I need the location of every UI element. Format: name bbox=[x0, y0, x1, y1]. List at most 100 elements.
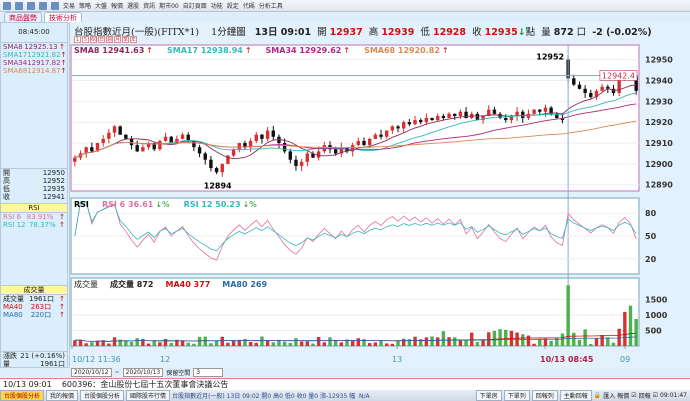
date-to[interactable]: 2020/10/13 bbox=[122, 368, 164, 377]
volume-bar bbox=[572, 332, 576, 346]
candle bbox=[186, 134, 190, 141]
period-button[interactable]: 5 bbox=[82, 36, 89, 43]
volume-bar bbox=[299, 341, 304, 346]
news-ticker[interactable]: 10/13 09:01 600396：金山股份七屆十五次董事會決議公告 bbox=[0, 378, 690, 390]
volume-bar bbox=[248, 341, 253, 346]
menu-item[interactable]: 選股 bbox=[127, 3, 140, 10]
volume-bar bbox=[555, 338, 559, 346]
period-button[interactable]: 1 bbox=[74, 36, 81, 43]
menu-item[interactable]: 功能 bbox=[210, 3, 223, 10]
menu-item[interactable]: 資訊 bbox=[143, 3, 156, 10]
quote-toggle[interactable]: 報價 bbox=[617, 393, 630, 400]
menu-item[interactable]: 設定 bbox=[226, 3, 239, 10]
period-button[interactable]: 日 bbox=[98, 36, 105, 43]
date-from[interactable]: 2020/10/12 bbox=[71, 368, 112, 377]
x-label: 12 bbox=[160, 355, 170, 364]
menu-item[interactable]: 自訂頁面 bbox=[182, 3, 207, 10]
arrow-up-icon: ↑ bbox=[59, 311, 65, 319]
volume-bar bbox=[277, 339, 281, 346]
tab-market[interactable]: 商品盤勢 bbox=[4, 12, 42, 22]
period-button[interactable]: 季 bbox=[122, 36, 129, 43]
volume-bar bbox=[419, 339, 423, 346]
volume-bar bbox=[158, 342, 162, 346]
price-pane[interactable] bbox=[70, 44, 640, 192]
period-button[interactable]: 週 bbox=[106, 36, 113, 43]
menu-item[interactable]: 報價 bbox=[111, 3, 124, 10]
volume-bar bbox=[436, 337, 440, 346]
candle bbox=[407, 122, 412, 125]
toolbar-icon[interactable] bbox=[27, 1, 35, 10]
arrow-up-icon: ↑ bbox=[146, 46, 153, 55]
volume-bar bbox=[566, 285, 570, 346]
lock-icon[interactable]: 🔒 bbox=[593, 392, 602, 399]
volume-pane[interactable] bbox=[70, 277, 640, 347]
bottom-tab-0[interactable]: 台股個股分析 bbox=[0, 390, 45, 401]
crosshair-price-box bbox=[599, 70, 638, 81]
toolbar-icon[interactable] bbox=[51, 1, 59, 10]
candle bbox=[237, 143, 241, 150]
volume-bar bbox=[521, 334, 525, 346]
checkbox-icon[interactable]: ☑ bbox=[652, 392, 659, 399]
order-list-button[interactable]: 下單列 bbox=[503, 390, 530, 401]
info-row: MA80 220口 ↑ bbox=[3, 311, 65, 319]
candle bbox=[180, 134, 185, 139]
checkbox-icon[interactable]: ☑ bbox=[631, 392, 637, 399]
candle bbox=[282, 143, 287, 152]
volume-bar bbox=[362, 339, 366, 346]
candle bbox=[419, 120, 423, 123]
volume-legend: 成交量 872 bbox=[110, 279, 153, 289]
bottom-tab-2[interactable]: 台股個股分析 bbox=[80, 390, 125, 401]
arrow-up-icon: ↑ bbox=[60, 67, 67, 75]
menu-item[interactable]: 交易 bbox=[63, 3, 76, 10]
volume-bar bbox=[84, 343, 88, 346]
volume-legend: MA80 269 bbox=[222, 280, 267, 289]
candle bbox=[299, 161, 304, 166]
candle bbox=[141, 147, 145, 152]
candle bbox=[464, 111, 468, 118]
menu-item[interactable]: 期市00 bbox=[159, 3, 179, 10]
menu-item[interactable]: 策略 bbox=[79, 3, 92, 10]
candle bbox=[356, 140, 361, 146]
candle bbox=[606, 86, 610, 89]
keep-space-input[interactable]: 3 bbox=[193, 368, 224, 377]
toolbar-icon[interactable] bbox=[15, 1, 23, 10]
volume-bar bbox=[600, 335, 604, 346]
candle bbox=[277, 136, 281, 144]
period-button[interactable]: 60 bbox=[90, 36, 98, 43]
period-button[interactable]: 年 bbox=[130, 36, 137, 43]
tab-bar: 商品盤勢 技術分析 bbox=[0, 12, 690, 22]
info-row: SMA17 12921.82 ↑ bbox=[3, 51, 67, 59]
volume-header: 成交量 bbox=[1, 285, 67, 295]
order-room-button[interactable]: 下單房 bbox=[475, 390, 502, 401]
candle bbox=[305, 153, 310, 162]
menu-item[interactable]: 大盤 bbox=[95, 3, 108, 10]
report-list-button[interactable]: 回報列 bbox=[531, 390, 558, 401]
period-button[interactable]: 月 bbox=[114, 36, 121, 43]
rsi-legend: RSI 12 50.23 bbox=[184, 200, 241, 209]
volume-bar bbox=[538, 339, 542, 346]
candle bbox=[350, 145, 355, 152]
menu-item[interactable]: 代碼 bbox=[242, 3, 255, 10]
candle bbox=[600, 86, 604, 91]
report-toggle[interactable]: 回報 bbox=[638, 393, 651, 400]
toolbar-icon[interactable] bbox=[3, 1, 11, 10]
arrow-up-icon: ↑ bbox=[59, 221, 65, 229]
active-report-button[interactable]: 主動回報 bbox=[559, 390, 592, 401]
candle bbox=[197, 147, 202, 154]
candle bbox=[333, 149, 338, 154]
candle bbox=[543, 107, 548, 112]
qty-row: 量 1961口 bbox=[3, 360, 65, 368]
toolbar-icon[interactable] bbox=[39, 1, 47, 10]
candle bbox=[192, 140, 196, 148]
tab-technical[interactable]: 技術分析 bbox=[44, 12, 82, 22]
menu-item[interactable]: 分析工具 bbox=[258, 3, 283, 10]
candle bbox=[379, 134, 383, 137]
volume-bar bbox=[441, 331, 446, 346]
volume-bar bbox=[152, 340, 156, 346]
bottom-tab-1[interactable]: 我的報價 bbox=[46, 390, 79, 401]
candle bbox=[226, 155, 230, 164]
candle bbox=[169, 136, 173, 144]
bottom-tab-3[interactable]: 國際股市行情 bbox=[126, 390, 171, 401]
clock: 09:01:47 bbox=[660, 392, 687, 399]
